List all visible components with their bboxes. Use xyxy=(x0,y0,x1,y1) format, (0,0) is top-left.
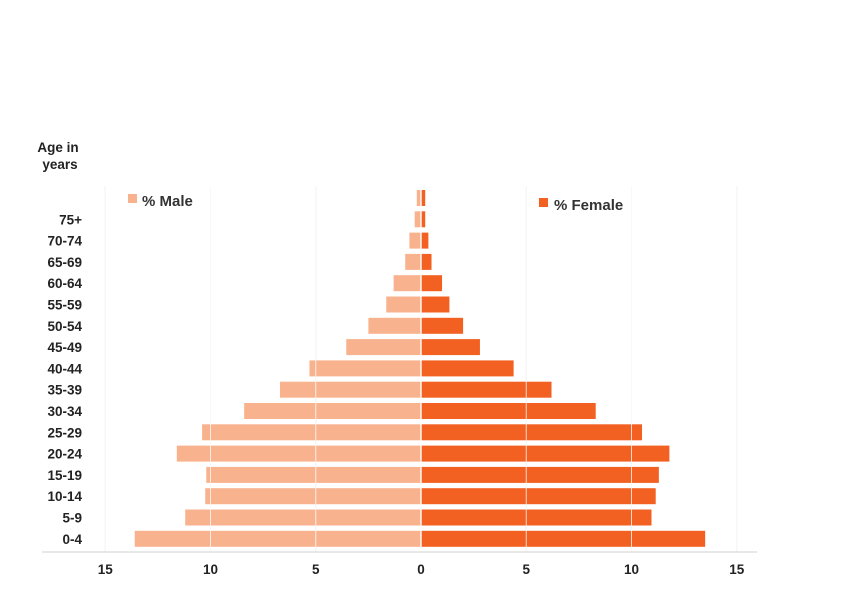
bar-male-14 xyxy=(205,488,421,505)
bar-female-14 xyxy=(421,488,656,505)
y-tick-label: 25-29 xyxy=(47,425,82,440)
legend-female-label: % Female xyxy=(554,197,623,214)
bar-female-0 xyxy=(421,190,426,206)
bar-male-4 xyxy=(393,275,421,292)
bar-female-2 xyxy=(421,232,429,249)
bar-female-1 xyxy=(421,211,426,228)
legend-female-swatch xyxy=(539,198,548,207)
bar-female-4 xyxy=(421,275,443,292)
bar-female-5 xyxy=(421,296,450,313)
bar-male-15 xyxy=(185,509,421,526)
legend-male-swatch xyxy=(128,194,137,203)
bar-female-11 xyxy=(421,424,643,441)
x-tick-label: 10 xyxy=(203,562,218,577)
bar-male-16 xyxy=(134,530,421,547)
x-tick-labels: 15 10 5 0 5 10 15 xyxy=(98,562,745,577)
legend-male-label: % Male xyxy=(142,193,193,210)
x-tick-label: 5 xyxy=(522,562,530,577)
y-tick-label: 65-69 xyxy=(47,255,82,270)
grid-front-layer xyxy=(104,186,738,552)
bar-female-3 xyxy=(421,253,432,270)
bar-female-9 xyxy=(421,381,552,398)
bar-male-9 xyxy=(279,381,421,398)
bar-female-10 xyxy=(421,403,596,419)
bars-layer xyxy=(134,190,706,547)
x-tick-label: 10 xyxy=(624,562,639,577)
x-tick-label: 0 xyxy=(417,562,425,577)
bar-male-10 xyxy=(244,403,421,419)
y-tick-label: 35-39 xyxy=(47,383,82,398)
bar-female-7 xyxy=(421,339,480,356)
bar-female-16 xyxy=(421,530,706,547)
bar-male-8 xyxy=(309,360,421,377)
bar-male-1 xyxy=(414,211,421,228)
bar-male-6 xyxy=(368,317,421,334)
y-tick-label: 0-4 xyxy=(62,532,82,547)
y-tick-label: 70-74 xyxy=(47,234,82,249)
y-tick-label: 20-24 xyxy=(47,447,82,462)
y-axis-title-line1: Age in xyxy=(37,140,78,155)
bar-female-13 xyxy=(421,466,659,483)
y-tick-label: 40-44 xyxy=(47,361,82,376)
bar-female-12 xyxy=(421,445,670,462)
bar-male-7 xyxy=(346,339,421,356)
bar-male-0 xyxy=(416,190,421,206)
y-tick-label: 50-54 xyxy=(47,319,82,334)
x-tick-label: 15 xyxy=(98,562,114,577)
bar-male-12 xyxy=(176,445,421,462)
y-tick-label: 45-49 xyxy=(47,340,82,355)
y-tick-label: 60-64 xyxy=(47,276,82,291)
legend-female: % Female xyxy=(539,197,623,214)
legend-male: % Male xyxy=(128,193,193,210)
bar-male-11 xyxy=(202,424,421,441)
y-tick-labels: 75+ 70-74 65-69 60-64 55-59 50-54 45-49 40-44 35… xyxy=(47,212,82,547)
y-tick-label: 15-19 xyxy=(47,468,82,483)
y-axis-title-line2: years xyxy=(42,157,77,172)
bar-female-6 xyxy=(421,317,464,334)
bar-male-5 xyxy=(386,296,421,313)
y-tick-label: 75+ xyxy=(59,212,82,227)
bar-female-15 xyxy=(421,509,652,526)
bar-male-2 xyxy=(409,232,421,249)
bar-male-13 xyxy=(206,466,421,483)
y-tick-label: 55-59 xyxy=(47,298,82,313)
x-tick-label: 15 xyxy=(729,562,745,577)
y-tick-label: 5-9 xyxy=(62,511,82,526)
x-tick-label: 5 xyxy=(312,562,320,577)
bar-female-8 xyxy=(421,360,514,377)
bar-male-3 xyxy=(405,253,421,270)
y-tick-label: 10-14 xyxy=(47,489,82,504)
y-tick-label: 30-34 xyxy=(47,404,82,419)
